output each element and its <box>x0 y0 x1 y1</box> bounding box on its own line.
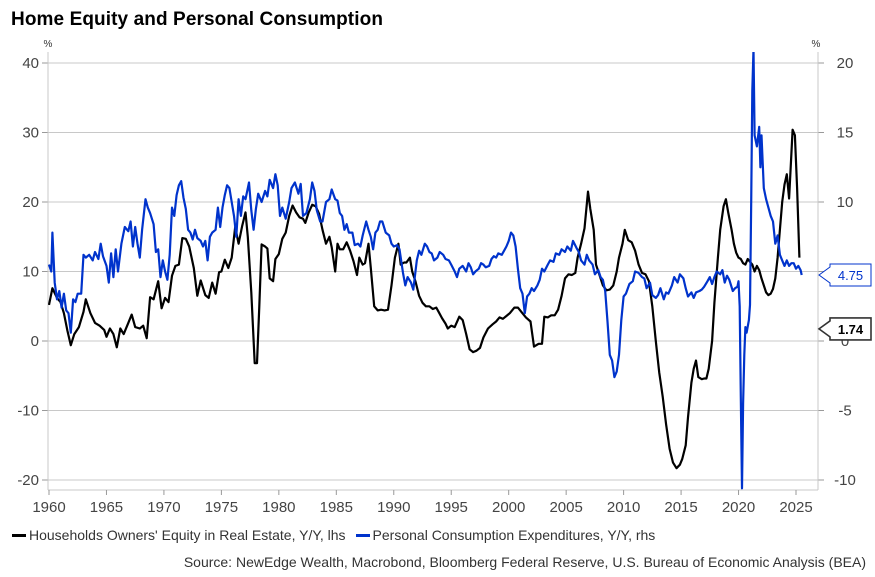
last-value-callouts: 1.74 4.75 <box>817 263 872 341</box>
legend-item-home-equity: Households Owners' Equity in Real Estate… <box>12 527 346 543</box>
y-unit-left: % <box>44 39 53 50</box>
legend: Households Owners' Equity in Real Estate… <box>12 527 665 543</box>
y-tick-label-right: -5 <box>838 403 851 420</box>
legend-item-pce: Personal Consumption Expenditures, Y/Y, … <box>355 527 656 543</box>
chart-title: Home Equity and Personal Consumption <box>11 9 384 30</box>
x-tick-label: 1975 <box>205 499 238 516</box>
legend-label: Households Owners' Equity in Real Estate… <box>29 527 346 543</box>
y-tick-label-left: 0 <box>31 333 39 350</box>
x-tick-label: 2000 <box>492 499 525 516</box>
y-tick-label-left: 30 <box>22 125 39 142</box>
source-note: Source: NewEdge Wealth, Macrobond, Bloom… <box>183 554 866 570</box>
x-tick-label: 1995 <box>435 499 468 516</box>
axes: 403020100-10-2020151050-5-10%%1960196519… <box>17 39 856 516</box>
x-tick-label: 1990 <box>377 499 410 516</box>
y-tick-label-right: 15 <box>837 125 854 142</box>
y-tick-label-left: 40 <box>22 55 39 72</box>
callout-value-pce: 4.75 <box>838 268 863 283</box>
y-tick-label-left: -10 <box>17 403 39 420</box>
x-tick-label: 2020 <box>722 499 755 516</box>
callout-value-home-equity: 1.74 <box>838 322 864 337</box>
legend-swatch-blue <box>355 533 370 537</box>
series-lines <box>48 52 803 490</box>
gridlines <box>48 62 818 481</box>
y-tick-label-right: -10 <box>834 472 856 489</box>
y-unit-right: % <box>812 39 821 50</box>
x-tick-label: 2005 <box>549 499 582 516</box>
x-tick-label: 2015 <box>664 499 697 516</box>
x-tick-label: 1985 <box>320 499 353 516</box>
x-tick-label: 1970 <box>147 499 180 516</box>
series-line-home-equity <box>48 128 801 470</box>
callout-box-pce <box>818 263 872 287</box>
legend-swatch-black <box>12 533 26 537</box>
y-tick-label-left: -20 <box>17 472 39 489</box>
series-line-pce <box>48 52 803 490</box>
x-tick-label: 1965 <box>90 499 123 516</box>
x-tick-label: 2025 <box>779 499 812 516</box>
legend-label: Personal Consumption Expenditures, Y/Y, … <box>372 527 656 543</box>
x-tick-label: 1980 <box>262 499 295 516</box>
y-tick-label-left: 10 <box>22 264 39 281</box>
x-tick-label: 2010 <box>607 499 640 516</box>
y-tick-label-left: 20 <box>22 194 39 211</box>
callout-box-home-equity <box>817 317 872 341</box>
y-tick-label-right: 20 <box>837 55 854 72</box>
y-tick-label-right: 0 <box>841 333 849 350</box>
x-tick-label: 1960 <box>32 499 65 516</box>
y-tick-label-right: 10 <box>837 194 854 211</box>
